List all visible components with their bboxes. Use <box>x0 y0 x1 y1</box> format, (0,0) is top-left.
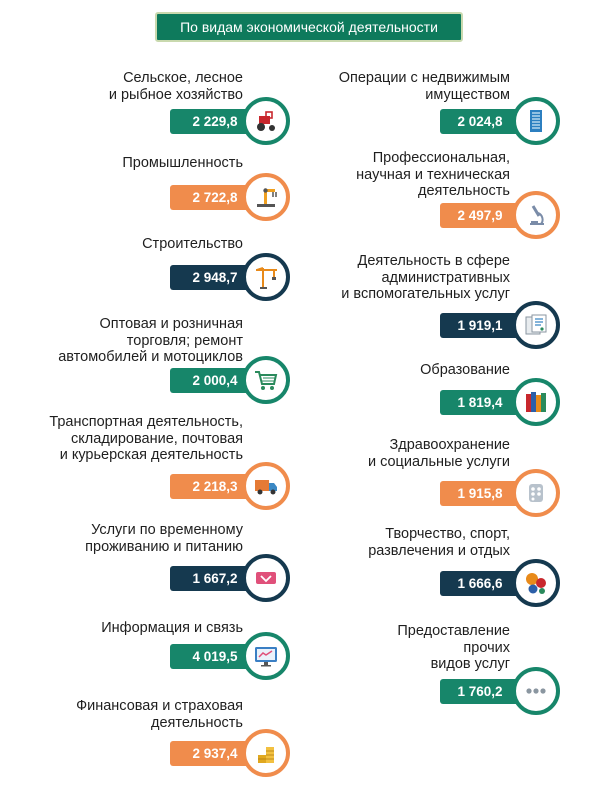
building-icon <box>512 97 560 145</box>
right-activity-label-5: Здравоохранение и социальные услуги <box>367 437 510 470</box>
right-activity-label-6: Творчество, спорт, развлечения и отдых <box>368 526 510 559</box>
right-activity-value-6: 1 666,6 <box>440 571 520 596</box>
hotel-sign-icon <box>242 554 290 602</box>
right-activity-label-3: Деятельность в сфере административных и вс… <box>341 253 510 302</box>
right-activity-value-3: 1 919,1 <box>440 313 520 338</box>
monitor-icon <box>242 632 290 680</box>
shopping-cart-icon <box>242 356 290 404</box>
right-activity-label-1: Операции с недвижимым имуществом <box>338 70 510 103</box>
robot-arm-icon <box>242 173 290 221</box>
documents-icon <box>512 301 560 349</box>
left-activity-label-8: Финансовая и страховая деятельность <box>76 698 243 731</box>
right-activity-value-2: 2 497,9 <box>440 203 520 228</box>
crane-icon <box>242 253 290 301</box>
left-activity-label-4: Оптовая и розничная торговля; ремонт автом… <box>58 316 243 365</box>
left-activity-label-6: Услуги по временному проживанию и питанию <box>85 522 243 555</box>
right-activity-label-2: Профессиональная, научная и техническая де… <box>356 150 510 199</box>
coins-icon <box>242 729 290 777</box>
books-icon <box>512 378 560 426</box>
right-activity-value-1: 2 024,8 <box>440 109 520 134</box>
left-activity-label-7: Информация и связь <box>101 620 243 636</box>
pills-icon <box>512 469 560 517</box>
right-activity-value-5: 1 915,8 <box>440 481 520 506</box>
right-activity-label-4: Образование <box>420 362 510 378</box>
left-activity-label-2: Промышленность <box>122 155 243 171</box>
right-activity-label-7: Предоставление прочих видов услуг <box>397 623 510 672</box>
tractor-icon <box>242 97 290 145</box>
left-activity-label-3: Строительство <box>142 236 243 252</box>
left-activity-label-5: Транспортная деятельность, складирование,… <box>49 414 243 463</box>
left-activity-label-1: Сельское, лесное и рыбное хозяйство <box>108 70 243 103</box>
sports-balls-icon <box>512 559 560 607</box>
microscope-icon <box>512 191 560 239</box>
right-activity-value-4: 1 819,4 <box>440 390 520 415</box>
section-title: По видам экономической деятельности <box>155 12 463 42</box>
truck-icon <box>242 462 290 510</box>
right-activity-value-7: 1 760,2 <box>440 679 520 704</box>
ellipsis-icon <box>512 667 560 715</box>
